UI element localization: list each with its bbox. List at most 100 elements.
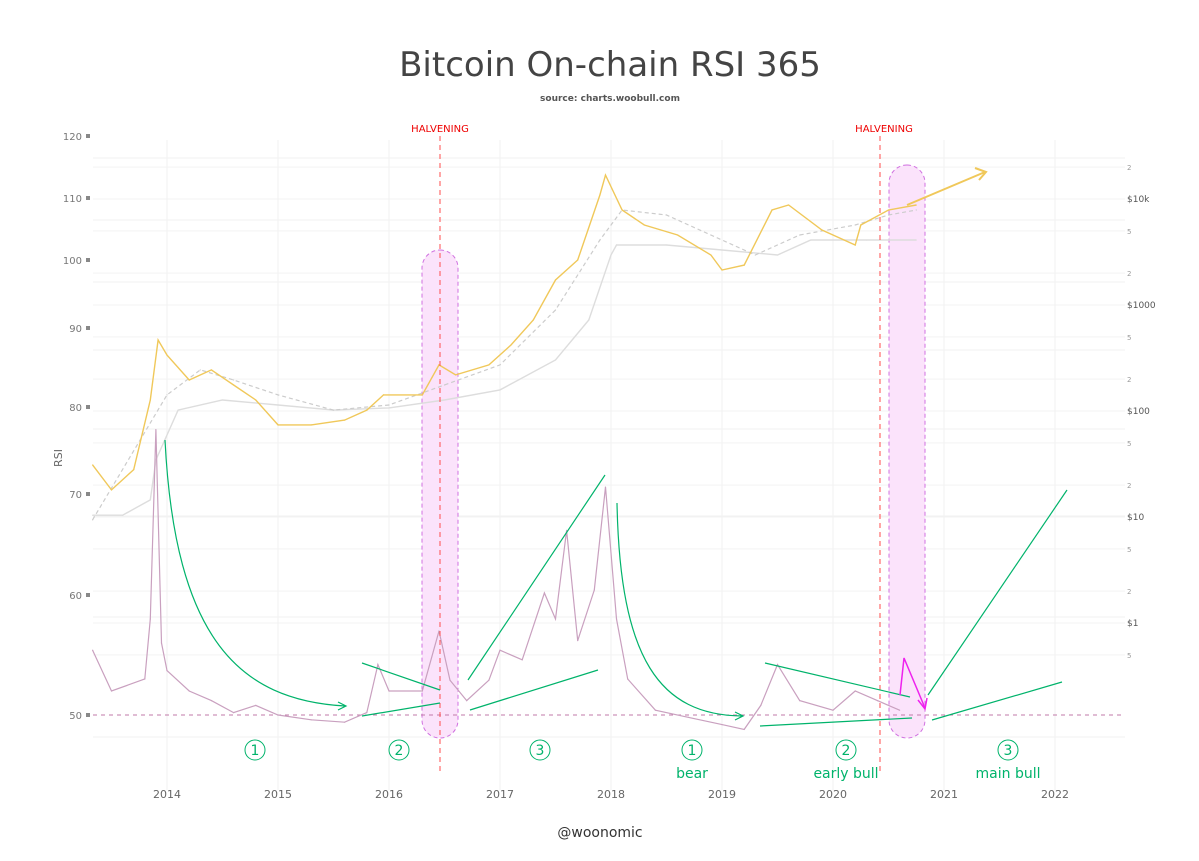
halvening-label-2020: HALVENING (855, 124, 913, 135)
footer-credit: @woonomic (557, 825, 642, 841)
rsi-point (743, 728, 745, 731)
rsi-point (488, 679, 490, 681)
price-ma-dashed-point (554, 309, 557, 311)
y-axis-right: 5 $1 2 5 $10 2 5 $100 2 5 $1000 2 5 $10k 2 (1127, 164, 1156, 660)
y-right-tick-label: $1000 (1127, 301, 1156, 311)
label-main-bull: main bull (976, 766, 1041, 782)
price-point (277, 424, 279, 426)
price-point (771, 209, 773, 211)
price-ma-dashed-point (199, 369, 201, 371)
price-ma-solid-point (443, 399, 446, 401)
rsi-point (593, 589, 595, 591)
grid (93, 140, 1125, 790)
rsi-point (604, 486, 607, 488)
x-tick-label: 2019 (708, 788, 736, 801)
price-ma-dashed-point (277, 394, 279, 396)
rsi-point (688, 716, 690, 719)
y-axis-label: RSI (52, 449, 65, 467)
phase-circle (835, 739, 857, 761)
y-left-tick-mark (86, 258, 90, 262)
price-point (488, 364, 490, 366)
price-point (157, 339, 159, 341)
price-ma-solid-point (865, 239, 867, 241)
price-ma-dashed-point (754, 254, 756, 256)
price-ma-dashed-point (388, 404, 390, 406)
y-right-tick-label: 5 (1127, 652, 1131, 660)
y-right-tick-label: 2 (1127, 588, 1131, 596)
price-ma-dashed-point (854, 224, 856, 226)
rsi-point (366, 712, 368, 714)
price-ma-solid-point (221, 399, 224, 401)
y-right-tick-label: 2 (1127, 376, 1131, 384)
price-point (255, 399, 257, 401)
price-ma-dashed-point (710, 234, 712, 236)
price-point (599, 194, 601, 196)
phase-circle (681, 739, 703, 761)
rsi-point (210, 700, 212, 702)
price-point (604, 174, 607, 176)
y-left-tick-label: 110 (63, 194, 82, 205)
price-point (554, 279, 557, 281)
price-ma-solid-point (177, 409, 179, 411)
rsi-point (277, 714, 279, 716)
rsi-point (166, 670, 168, 672)
price-ma-dashed-point (665, 214, 668, 216)
rsi-point (627, 678, 629, 680)
price-ma-dashed-line (92, 209, 917, 521)
trendline-base-1 (469, 669, 599, 711)
rsi-point (521, 659, 523, 661)
trend-annotations (164, 439, 1068, 727)
phase-label: 3 (536, 743, 545, 759)
rsi-point (233, 712, 235, 714)
y-right-tick-label: 5 (1127, 228, 1131, 236)
price-ma-solid-point (721, 249, 723, 251)
rsi-point (466, 700, 468, 702)
price-point (366, 409, 368, 411)
x-tick-label: 2014 (153, 788, 181, 801)
price-point (166, 354, 168, 356)
trendline-down-1 (361, 662, 441, 691)
rsi-point (654, 709, 657, 711)
rsi-point (799, 700, 801, 702)
price-ma-solid-point (610, 254, 612, 256)
y-left-tick-label: 70 (69, 490, 82, 501)
price-ma-solid-point (588, 319, 590, 321)
chart-subtitle: source: charts.woobull.com (540, 94, 680, 104)
phase-circle (244, 739, 266, 761)
price-ma-dashed-point (499, 364, 501, 366)
y-right-tick-label: 2 (1127, 164, 1131, 172)
y-right-tick-label: 5 (1127, 440, 1131, 448)
price-ma-dashed-point (799, 234, 801, 236)
y-left-tick-label: 90 (69, 324, 82, 335)
highlight-zone-2020 (888, 164, 926, 739)
price-ma-solid-point (277, 404, 279, 406)
rsi-point (776, 664, 779, 666)
rsi-point (876, 700, 879, 702)
x-tick-label: 2016 (375, 788, 403, 801)
y-left-tick-label: 80 (69, 403, 82, 414)
trendline-down-2 (764, 662, 911, 698)
price-ma-solid-point (665, 244, 668, 246)
price-point (743, 264, 745, 266)
price-ma-dashed-point (443, 384, 446, 386)
y-right-tick-label: 5 (1127, 334, 1131, 342)
arrow-head-1 (337, 701, 348, 711)
highlight-zone-2016 (421, 249, 459, 739)
phase-label: 1 (688, 743, 697, 759)
phase-circle (388, 739, 410, 761)
rsi-point (543, 592, 546, 594)
price-point (643, 224, 645, 226)
y-left-tick-mark (86, 492, 90, 496)
price-ma-solid-point (92, 514, 94, 516)
x-tick-label: 2018 (597, 788, 625, 801)
price-ma-dashed-point (599, 239, 601, 241)
price-point (455, 374, 457, 376)
price-ma-solid-point (776, 254, 779, 256)
projection-arrow-magenta (899, 657, 928, 711)
rsi-point (144, 678, 146, 680)
x-tick-label: 2017 (486, 788, 514, 801)
price-ma-dashed-point (92, 519, 94, 521)
rsi-point (499, 649, 501, 651)
y-right-tick-label: $10 (1127, 513, 1144, 523)
